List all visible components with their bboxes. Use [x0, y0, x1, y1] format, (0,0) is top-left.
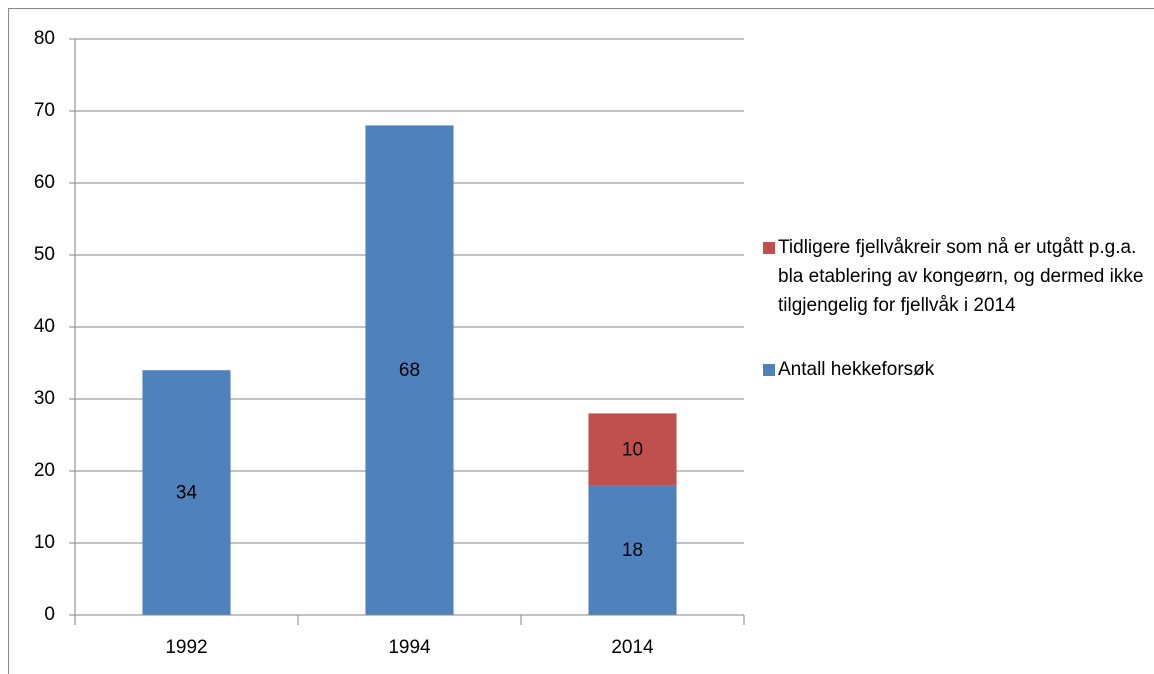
legend-label: Tidligere fjellvåkreir som nå er utgått … — [778, 237, 1143, 316]
y-tick-label: 30 — [34, 388, 55, 409]
data-label: 68 — [399, 360, 420, 381]
bar-segment — [588, 485, 677, 615]
y-tick-label: 40 — [34, 316, 55, 337]
bar-segment — [365, 125, 454, 616]
data-label: 18 — [622, 540, 643, 561]
data-label: 34 — [176, 483, 198, 504]
bar-segment — [142, 370, 231, 615]
x-tick-label: 1994 — [388, 637, 431, 658]
y-tick-label: 80 — [34, 28, 55, 49]
x-tick-label: 1992 — [165, 637, 207, 658]
y-tick-label: 10 — [34, 532, 55, 553]
legend-swatch — [763, 364, 775, 376]
legend-label: Antall hekkeforsøk — [778, 359, 935, 380]
x-tick-label: 2014 — [611, 637, 654, 658]
data-label: 10 — [622, 439, 643, 460]
legend-swatch — [763, 242, 775, 254]
y-tick-label: 70 — [34, 100, 55, 121]
chart-frame — [8, 8, 1154, 674]
y-tick-label: 20 — [34, 460, 55, 481]
y-tick-label: 0 — [44, 604, 55, 625]
y-tick-label: 60 — [34, 172, 55, 193]
y-tick-label: 50 — [34, 244, 55, 265]
bar-segment — [588, 413, 677, 486]
